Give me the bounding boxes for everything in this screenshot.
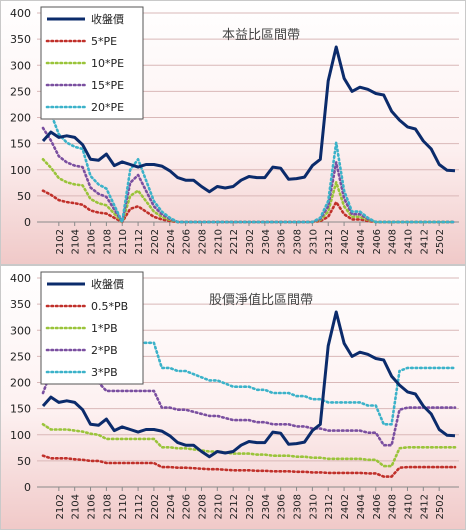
chart-title: 本益比區間帶 — [222, 28, 300, 43]
x-tick-label: 2104 — [71, 229, 82, 254]
x-tick-label: 2412 — [419, 229, 430, 254]
x-tick-label: 2402 — [340, 494, 351, 519]
x-tick-label: 2306 — [277, 229, 288, 254]
x-tick-label: 2110 — [118, 229, 129, 254]
y-tick-label: 150 — [10, 403, 31, 416]
x-tick-label: 2104 — [71, 494, 82, 519]
legend-label: 10*PE — [91, 57, 124, 70]
y-tick-label: 350 — [10, 298, 31, 311]
y-tick-label: 400 — [10, 7, 31, 20]
x-tick-label: 2406 — [372, 494, 383, 519]
legend-label: 2*PB — [91, 344, 118, 357]
legend-label: 15*PE — [91, 79, 124, 92]
y-tick-label: 300 — [10, 324, 31, 337]
x-tick-label: 2406 — [372, 229, 383, 254]
series-line-band-1 — [41, 454, 457, 478]
x-tick-label: 2204 — [166, 494, 177, 519]
series-line-close-price — [41, 45, 456, 194]
x-tick-label: 2202 — [150, 494, 161, 519]
x-tick-label: 2302 — [245, 494, 256, 519]
y-tick-label: 200 — [10, 112, 31, 125]
x-tick-label: 2310 — [308, 229, 319, 254]
x-tick-label: 2308 — [293, 494, 304, 519]
legend-label: 1*PB — [91, 322, 118, 335]
series-line-band-3 — [41, 370, 457, 447]
x-tick-label: 2204 — [166, 229, 177, 254]
y-tick-label: 50 — [17, 455, 31, 468]
y-tick-label: 200 — [10, 377, 31, 390]
x-tick-label: 2106 — [87, 229, 98, 254]
x-tick-label: 2308 — [293, 229, 304, 254]
x-tick-label: 2108 — [102, 229, 113, 254]
series-line-band-4 — [41, 313, 457, 426]
x-tick-label: 2210 — [213, 229, 224, 254]
y-tick-label: 400 — [10, 272, 31, 285]
x-tick-label: 2306 — [277, 494, 288, 519]
legend-label: 收盤價 — [91, 277, 124, 291]
x-tick-label: 2208 — [197, 494, 208, 519]
y-tick-label: 0 — [24, 481, 31, 494]
y-tick-label: 300 — [10, 59, 31, 72]
x-tick-label: 2410 — [403, 229, 414, 254]
x-tick-label: 2212 — [229, 494, 240, 519]
legend-label: 收盤價 — [91, 12, 124, 26]
y-tick-label: 100 — [10, 429, 31, 442]
series-line-band-2 — [41, 423, 457, 468]
pe-band-chart-panel: 0 50 100 150 200 250 300 350 400 2102 2104 2106 2108… — [0, 0, 466, 265]
x-tick-label: 2102 — [55, 494, 66, 519]
x-tick-label: 2108 — [102, 494, 113, 519]
x-tick-label: 2206 — [182, 229, 193, 254]
x-tick-label: 2312 — [324, 229, 335, 254]
x-tick-label: 2502 — [435, 229, 446, 254]
x-tick-label: 2106 — [87, 494, 98, 519]
y-tick-label: 350 — [10, 33, 31, 46]
legend-label: 20*PE — [91, 101, 124, 114]
y-tick-label: 0 — [24, 216, 31, 229]
x-tick-label: 2412 — [419, 494, 430, 519]
x-tick-label: 2102 — [55, 229, 66, 254]
y-tick-label: 150 — [10, 138, 31, 151]
series-line-band-4 — [41, 95, 457, 224]
x-tick-label: 2408 — [388, 494, 399, 519]
x-tick-label: 2206 — [182, 494, 193, 519]
y-tick-label: 250 — [10, 85, 31, 98]
x-tick-label: 2304 — [261, 229, 272, 254]
y-tick-label: 100 — [10, 164, 31, 177]
x-tick-label: 2404 — [356, 229, 367, 254]
pe-band-chart: 0 50 100 150 200 250 300 350 400 2102 2104 2106 2108… — [1, 1, 465, 264]
x-tick-label: 2404 — [356, 494, 367, 519]
x-tick-label: 2302 — [245, 229, 256, 254]
chart-title: 股價淨值比區間帶 — [209, 292, 313, 308]
x-tick-label: 2304 — [261, 494, 272, 519]
pb-band-chart: 0 50 100 150 200 250 300 350 400 2102 2104 2106 2108… — [1, 266, 465, 529]
x-tick-label: 2110 — [118, 494, 129, 519]
x-tick-label: 2502 — [435, 494, 446, 519]
legend-label: 0.5*PB — [91, 300, 128, 313]
x-tick-label: 2402 — [340, 229, 351, 254]
x-tick-label: 2408 — [388, 229, 399, 254]
legend-label: 3*PB — [91, 366, 118, 379]
x-tick-label: 2410 — [403, 494, 414, 519]
x-tick-label: 2212 — [229, 229, 240, 254]
x-tick-label: 2202 — [150, 229, 161, 254]
x-tick-label: 2208 — [197, 229, 208, 254]
x-tick-label: 2112 — [134, 229, 145, 254]
x-tick-label: 2210 — [213, 494, 224, 519]
y-tick-label: 50 — [17, 190, 31, 203]
x-tick-label: 2310 — [308, 494, 319, 519]
series-line-close-price — [41, 310, 456, 459]
legend-label: 5*PE — [91, 35, 117, 48]
y-tick-label: 250 — [10, 350, 31, 363]
x-tick-label: 2112 — [134, 494, 145, 519]
x-tick-label: 2312 — [324, 494, 335, 519]
pb-band-chart-panel: 0 50 100 150 200 250 300 350 400 2102 2104 2106 2108… — [0, 265, 466, 530]
